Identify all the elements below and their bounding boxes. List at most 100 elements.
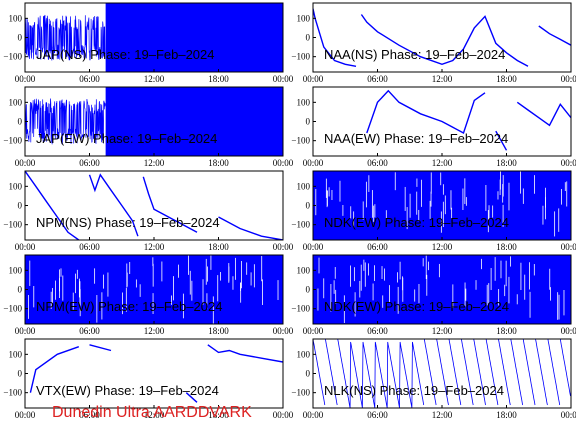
panel-3: 00:00 06:00 12:00 18:00 00:00 100 0 −100 NAA(EW)…: [291, 86, 576, 168]
x-tick-label: 06:00: [367, 410, 388, 420]
footer-credit: Dunedin Ultra AARDDVARK: [52, 404, 252, 421]
trace-2: [25, 87, 283, 156]
y-tick-label: −100: [3, 136, 22, 146]
x-tick-label: 00:00: [273, 74, 294, 84]
y-tick-label: 100: [297, 349, 311, 359]
y-tick-label: 0: [18, 201, 23, 211]
panel-0: 00:00 06:00 12:00 18:00 00:00 100 0 −100 JAP(NS)…: [3, 2, 294, 84]
y-tick-label: 0: [18, 285, 23, 295]
panel-title: JAP(NS) Phase: 19–Feb–2024: [36, 47, 215, 62]
trace-5: [313, 171, 571, 240]
y-tick-label: −100: [3, 220, 22, 230]
panel-2: 00:00 06:00 12:00 18:00 00:00 100 0 −100 JAP(EW)…: [3, 86, 294, 168]
x-tick-label: 18:00: [496, 158, 517, 168]
x-tick-label: 18:00: [496, 74, 517, 84]
x-tick-label: 00:00: [561, 158, 576, 168]
x-tick-label: 12:00: [144, 242, 165, 252]
panel-title: NPM(EW) Phase: 19–Feb–2024: [36, 299, 222, 314]
panel-title: NPM(NS) Phase: 19–Feb–2024: [36, 215, 220, 230]
panel-title: NAA(EW) Phase: 19–Feb–2024: [324, 131, 508, 146]
x-tick-label: 00:00: [303, 326, 324, 336]
x-tick-label: 00:00: [273, 326, 294, 336]
x-tick-label: 06:00: [79, 158, 100, 168]
y-tick-label: −100: [3, 388, 22, 398]
x-tick-label: 18:00: [496, 242, 517, 252]
x-tick-label: 12:00: [432, 410, 453, 420]
y-tick-label: 100: [297, 13, 311, 23]
y-tick-label: 100: [9, 97, 23, 107]
series-line: [366, 89, 571, 151]
saturated-trace-fill: [25, 255, 283, 324]
x-tick-label: 18:00: [208, 158, 229, 168]
y-tick-label: 100: [297, 265, 311, 275]
x-tick-label: 12:00: [144, 158, 165, 168]
y-tick-label: 0: [18, 369, 23, 379]
y-tick-label: 0: [306, 201, 311, 211]
trace-8: [29, 344, 283, 403]
y-tick-label: 0: [18, 117, 23, 127]
panel-title: NDK(EW) Phase: 19–Feb–2024: [324, 215, 509, 230]
x-tick-label: 00:00: [303, 410, 324, 420]
y-tick-label: 0: [18, 33, 23, 43]
x-tick-label: 12:00: [144, 326, 165, 336]
x-tick-label: 18:00: [208, 242, 229, 252]
series-line: [313, 339, 571, 408]
x-tick-label: 18:00: [496, 326, 517, 336]
x-tick-label: 06:00: [79, 74, 100, 84]
series-line: [313, 8, 571, 67]
y-tick-label: 0: [306, 33, 311, 43]
y-tick-label: 0: [306, 117, 311, 127]
x-tick-label: 06:00: [367, 242, 388, 252]
x-tick-label: 18:00: [208, 326, 229, 336]
saturated-trace-fill: [105, 87, 283, 156]
y-tick-label: 100: [297, 97, 311, 107]
x-tick-label: 00:00: [561, 326, 576, 336]
panel-title: VTX(EW) Phase: 19–Feb–2024: [36, 383, 219, 398]
x-tick-label: 18:00: [496, 410, 517, 420]
x-tick-label: 06:00: [367, 158, 388, 168]
panel-7: 00:00 06:00 12:00 18:00 00:00 100 0 −100 NDK(EW)…: [291, 254, 576, 336]
x-tick-label: 12:00: [432, 74, 453, 84]
x-tick-label: 00:00: [15, 410, 36, 420]
saturated-trace-fill: [105, 3, 283, 72]
trace-7: [313, 255, 571, 324]
y-tick-label: 100: [9, 181, 23, 191]
panel-title: NAA(NS) Phase: 19–Feb–2024: [324, 47, 505, 62]
panel-5: 00:00 06:00 12:00 18:00 00:00 100 0 −100 NDK(EW)…: [291, 170, 576, 252]
x-tick-label: 12:00: [432, 158, 453, 168]
panel-9: 00:00 06:00 12:00 18:00 00:00 100 0 −100 NLK(NS)…: [291, 338, 576, 420]
trace-4: [25, 171, 283, 240]
series-line: [25, 171, 283, 240]
series-line: [25, 14, 106, 61]
x-tick-label: 06:00: [367, 74, 388, 84]
x-tick-label: 00:00: [561, 410, 576, 420]
saturated-trace-fill: [313, 171, 571, 240]
panel-1: 00:00 06:00 12:00 18:00 00:00 100 0 −100 NAA(NS)…: [291, 2, 576, 84]
x-tick-label: 06:00: [79, 410, 100, 420]
y-tick-label: −100: [291, 220, 310, 230]
panel-title: NDK(EW) Phase: 19–Feb–2024: [324, 299, 509, 314]
trace-6: [25, 255, 283, 324]
x-tick-label: 06:00: [79, 326, 100, 336]
x-tick-label: 00:00: [561, 242, 576, 252]
x-tick-label: 12:00: [144, 410, 165, 420]
y-tick-label: 0: [306, 369, 311, 379]
x-tick-label: 00:00: [273, 410, 294, 420]
y-tick-label: −100: [3, 304, 22, 314]
panel-title: NLK(NS) Phase: 19–Feb–2024: [324, 383, 504, 398]
x-tick-label: 00:00: [15, 326, 36, 336]
x-tick-label: 06:00: [367, 326, 388, 336]
x-tick-label: 18:00: [208, 74, 229, 84]
y-tick-label: 100: [9, 349, 23, 359]
x-tick-label: 00:00: [303, 242, 324, 252]
y-tick-label: 100: [9, 265, 23, 275]
x-tick-label: 12:00: [432, 242, 453, 252]
trace-0: [25, 3, 283, 72]
y-tick-label: −100: [291, 136, 310, 146]
panel-8: 00:00 06:00 12:00 18:00 00:00 100 0 −100 VTX(EW)…: [3, 338, 294, 420]
series-line: [29, 344, 283, 403]
x-tick-label: 00:00: [561, 74, 576, 84]
trace-9: [313, 339, 571, 408]
x-tick-label: 00:00: [15, 74, 36, 84]
